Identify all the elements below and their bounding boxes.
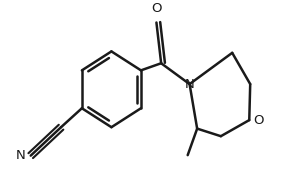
Text: O: O [253, 114, 264, 127]
Text: O: O [151, 2, 162, 15]
Text: N: N [15, 149, 25, 162]
Text: N: N [185, 78, 194, 91]
